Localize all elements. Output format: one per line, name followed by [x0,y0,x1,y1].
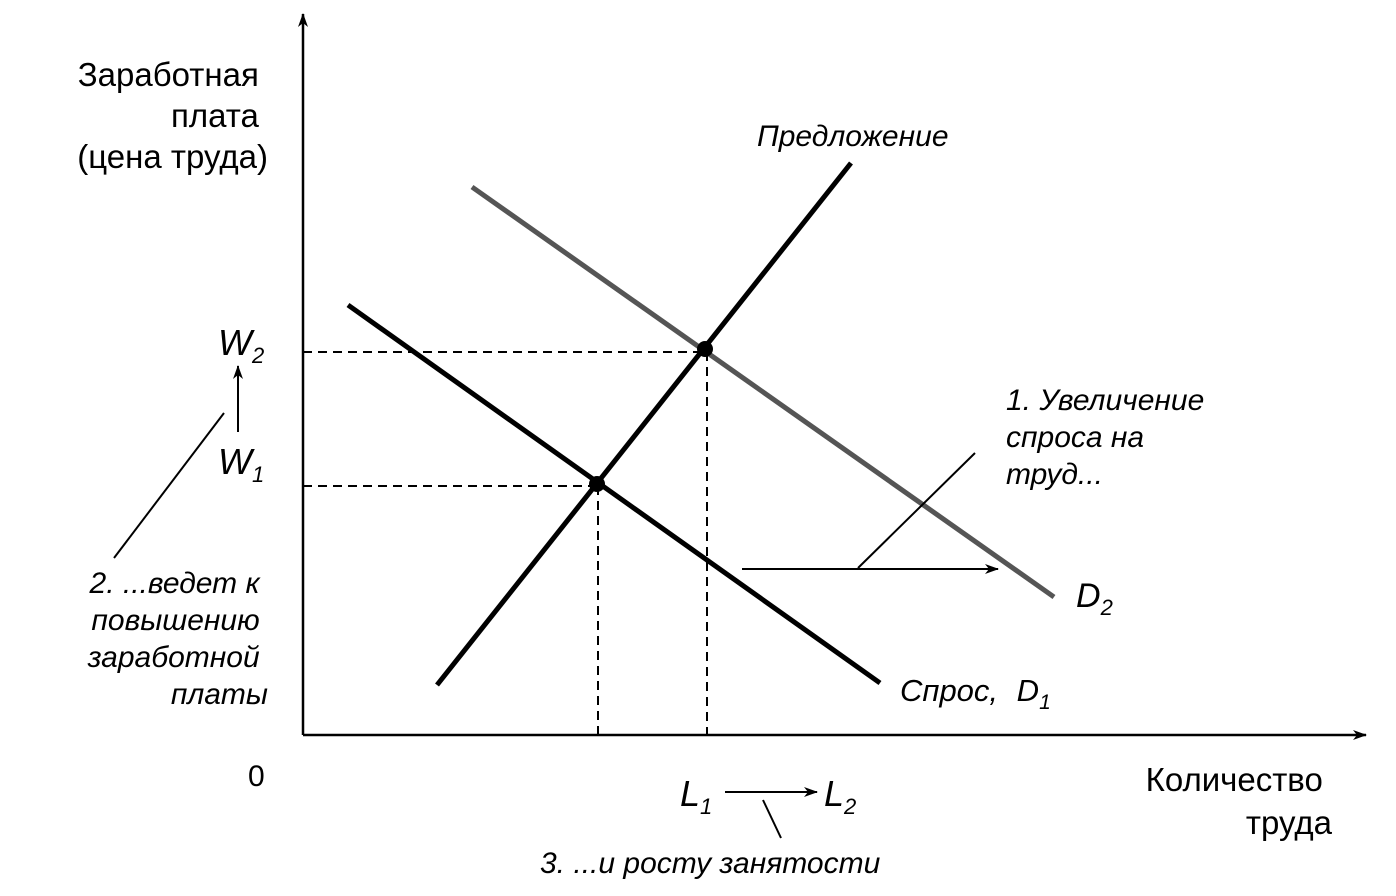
l2-label: L2 [824,773,856,819]
origin-label: 0 [248,760,265,793]
note1-demand-increase: 1. Увеличение спроса на труд... [1006,384,1213,491]
demand-d1-curve [346,302,882,686]
note3-employment-increase: 3. ...и росту занятости [540,847,881,880]
supply-label: Предложение [757,120,949,153]
equilibrium-point-1 [589,476,605,492]
equilibrium-point-2 [697,341,713,357]
l1-label: L1 [680,773,712,819]
w2-label: W2 [218,322,264,368]
supply-curve [435,161,853,687]
demand-d1-label: Спрос, D1 [900,673,1051,714]
note1-pointer-line [857,452,976,569]
note3-pointer-line [762,799,782,839]
demand-d2-label: D2 [1076,577,1113,620]
x-axis-label: Количество труда [1146,761,1333,841]
demand-d2-curve [470,184,1056,600]
note2-pointer-line [113,412,225,559]
y-axis-label: Заработная плата (цена труда) [77,56,268,175]
note2-wage-increase: 2. ...ведет к повышению заработной платы [87,567,268,711]
w1-label: W1 [218,441,264,487]
